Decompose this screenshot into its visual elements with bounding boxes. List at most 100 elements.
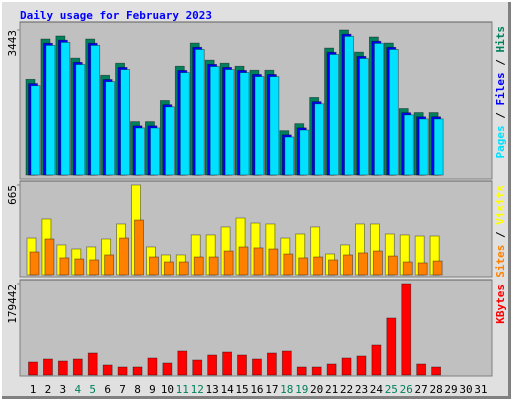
bar xyxy=(207,354,218,376)
bar xyxy=(326,363,337,376)
bar xyxy=(314,103,325,176)
bar xyxy=(132,366,143,376)
bar xyxy=(179,72,190,176)
legend-entry: Visits xyxy=(494,185,507,225)
x-tick-label: 4 xyxy=(74,383,81,396)
x-tick-label: 29 xyxy=(444,383,457,396)
bar xyxy=(44,238,55,276)
x-tick-label: 3 xyxy=(60,383,67,396)
bar xyxy=(344,35,354,176)
bar xyxy=(284,136,295,176)
bar xyxy=(75,64,86,176)
bar xyxy=(254,76,265,176)
bar xyxy=(402,261,413,276)
bar xyxy=(431,366,442,376)
x-tick-label: 8 xyxy=(134,383,141,396)
bar xyxy=(266,352,277,376)
legend-entry: Sites xyxy=(494,245,507,278)
x-tick-label: 25 xyxy=(385,383,398,396)
x-tick-label: 22 xyxy=(340,383,353,396)
bar xyxy=(313,256,324,276)
bar xyxy=(371,344,382,376)
bar xyxy=(341,357,352,376)
bar xyxy=(57,360,68,376)
bar xyxy=(59,257,70,276)
x-tick-label: 24 xyxy=(370,383,384,396)
bar xyxy=(135,127,145,176)
legend-entry: Hits xyxy=(494,26,507,53)
bar xyxy=(43,358,53,376)
bar xyxy=(296,366,307,376)
x-tick-label: 12 xyxy=(191,383,204,396)
y-tick-label: 3443 xyxy=(6,30,19,57)
bar xyxy=(162,362,173,376)
bar xyxy=(373,42,384,176)
bar xyxy=(29,251,40,276)
bar xyxy=(343,254,353,276)
x-tick-label: 23 xyxy=(355,383,368,396)
bar xyxy=(268,248,279,276)
bar xyxy=(119,237,129,276)
x-tick-label: 1 xyxy=(30,383,37,396)
bar xyxy=(432,260,443,276)
x-tick-label: 19 xyxy=(295,383,308,396)
bar xyxy=(163,261,174,276)
frame-shadow xyxy=(508,2,511,399)
bar xyxy=(387,255,398,276)
bar xyxy=(134,219,144,276)
bar xyxy=(208,256,219,276)
bar xyxy=(433,118,444,176)
bar xyxy=(177,350,188,376)
x-tick-label: 7 xyxy=(119,383,126,396)
bar xyxy=(74,258,85,276)
bar xyxy=(178,261,189,276)
bar xyxy=(222,351,232,376)
bar xyxy=(298,257,309,276)
bar xyxy=(283,253,294,276)
bar xyxy=(269,76,280,176)
bar xyxy=(150,127,160,176)
x-tick-label: 31 xyxy=(474,383,487,396)
y-tick-label: 179442 xyxy=(6,284,19,324)
legend: Pages / Files / Hits xyxy=(494,26,507,159)
x-tick-label: 16 xyxy=(250,383,263,396)
x-tick-label: 20 xyxy=(310,383,323,396)
x-tick-label: 10 xyxy=(161,383,174,396)
bar xyxy=(252,358,262,376)
x-tick-label: 27 xyxy=(415,383,428,396)
bar xyxy=(104,254,115,276)
bar xyxy=(372,250,383,276)
bar xyxy=(239,72,250,176)
bar xyxy=(223,250,234,276)
bar xyxy=(329,54,340,176)
bar xyxy=(358,252,368,276)
bar xyxy=(209,66,220,176)
x-tick-label: 14 xyxy=(220,383,234,396)
bar xyxy=(102,364,113,376)
legend-separator: / xyxy=(494,53,507,73)
bar xyxy=(238,246,249,276)
bar xyxy=(164,106,175,176)
chart-title: Daily usage for February 2023 xyxy=(20,9,212,22)
bar xyxy=(417,262,428,276)
legend-entry: KBytes xyxy=(494,284,507,324)
bar xyxy=(224,69,235,176)
x-tick-label: 18 xyxy=(280,383,293,396)
bar xyxy=(328,259,339,276)
bar xyxy=(418,118,429,176)
bar xyxy=(45,44,56,176)
bar xyxy=(117,366,128,376)
x-tick-label: 17 xyxy=(265,383,278,396)
x-tick-label: 21 xyxy=(325,383,338,396)
legend-entry: Files xyxy=(494,72,507,105)
y-tick-label: 665 xyxy=(6,185,19,205)
legend-entry: Pages xyxy=(494,125,507,158)
legend: KBytes xyxy=(494,284,507,324)
bar xyxy=(193,256,204,276)
x-tick-label: 5 xyxy=(89,383,96,396)
bar xyxy=(192,359,203,376)
legend-separator: / xyxy=(494,225,507,245)
bar xyxy=(89,259,100,276)
bar xyxy=(403,114,414,176)
x-tick-label: 6 xyxy=(104,383,111,396)
